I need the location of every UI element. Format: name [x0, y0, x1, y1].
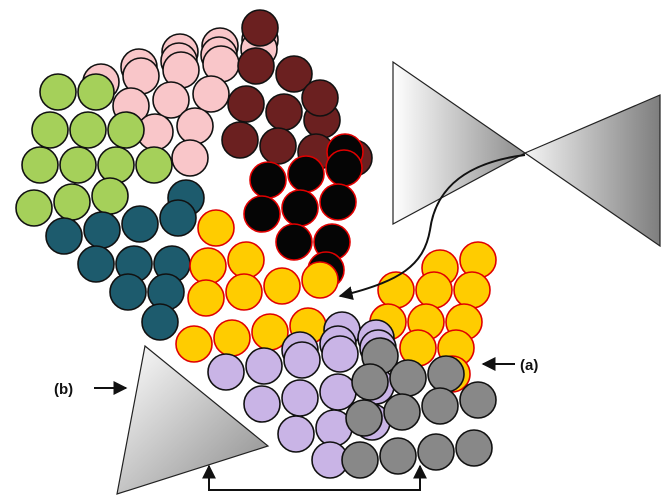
yellow-particle: [301, 261, 339, 299]
gray-particle: [421, 387, 459, 425]
gray-particle: [379, 437, 417, 475]
bottom-double-arrow: [202, 464, 427, 491]
green-particle: [97, 146, 135, 184]
gray-particle: [341, 441, 379, 479]
black-particle: [281, 189, 319, 227]
yellow-particle: [227, 241, 265, 279]
lavender-particle: [281, 379, 319, 417]
yellow-particle: [263, 267, 301, 305]
lavender-particle-cluster: [207, 311, 397, 479]
lavender-particle: [207, 353, 245, 391]
teal-particle: [109, 273, 147, 311]
black-particle: [319, 183, 357, 221]
dark-red-particle: [301, 79, 339, 117]
green-particle: [31, 111, 69, 149]
black-particle: [287, 155, 325, 193]
curved-arrow: [338, 154, 526, 300]
green-particle: [53, 183, 91, 221]
green-particle: [59, 146, 97, 184]
yellow-particle: [453, 271, 491, 309]
gray-particle: [459, 381, 497, 419]
green-particle: [39, 73, 77, 111]
dark-red-particle: [221, 121, 259, 159]
triangle-tip: [116, 344, 270, 495]
gray-particle: [383, 393, 421, 431]
lavender-particle: [277, 415, 315, 453]
black-particle: [249, 161, 287, 199]
teal-particle-cluster: [45, 179, 205, 341]
black-particle: [243, 195, 281, 233]
green-particle: [77, 73, 115, 111]
green-particle: [107, 111, 145, 149]
pink-particle: [171, 139, 209, 177]
yellow-particle: [187, 279, 225, 317]
gray-particle: [455, 429, 493, 467]
teal-particle: [141, 303, 179, 341]
teal-particle: [159, 199, 197, 237]
black-particle: [325, 149, 363, 187]
black-particle-cluster: [243, 133, 364, 289]
dark-red-particle: [237, 47, 275, 85]
lavender-particle: [319, 373, 357, 411]
lavender-particle: [321, 335, 359, 373]
green-particle: [21, 146, 59, 184]
bowtie-right-triangle: [523, 94, 661, 248]
black-particle: [275, 223, 313, 261]
gray-particle: [345, 399, 383, 437]
dark-red-particle: [265, 93, 303, 131]
yellow-particle: [189, 247, 227, 285]
pink-particle: [152, 81, 190, 119]
label-a: (a): [520, 357, 538, 374]
dark-red-particle: [259, 127, 297, 165]
green-particle: [69, 111, 107, 149]
dark-red-particle: [227, 85, 265, 123]
teal-particle: [45, 217, 83, 255]
yellow-particle-cluster: [175, 209, 497, 393]
gray-particle: [389, 359, 427, 397]
yellow-particle: [175, 325, 213, 363]
teal-particle: [121, 205, 159, 243]
gray-particle: [351, 363, 389, 401]
green-particle: [135, 146, 173, 184]
gray-particle: [417, 433, 455, 471]
teal-particle: [83, 211, 121, 249]
gray-particle: [427, 355, 465, 393]
lavender-particle: [243, 385, 281, 423]
yellow-particle: [225, 273, 263, 311]
green-particle: [15, 189, 53, 227]
dark-red-particle: [275, 55, 313, 93]
lavender-particle: [245, 347, 283, 385]
lavender-particle: [283, 341, 321, 379]
yellow-particle: [415, 271, 453, 309]
gray-particle-cluster: [341, 337, 497, 479]
yellow-particle: [213, 319, 251, 357]
green-particle: [91, 177, 129, 215]
teal-particle: [77, 245, 115, 283]
yellow-particle: [197, 209, 235, 247]
green-particle-cluster: [15, 73, 173, 227]
bowtie-left-triangle: [392, 60, 527, 226]
dark-red-particle: [241, 9, 279, 47]
pink-particle: [176, 107, 214, 145]
label-b: (b): [54, 381, 73, 398]
pink-particle: [192, 75, 230, 113]
